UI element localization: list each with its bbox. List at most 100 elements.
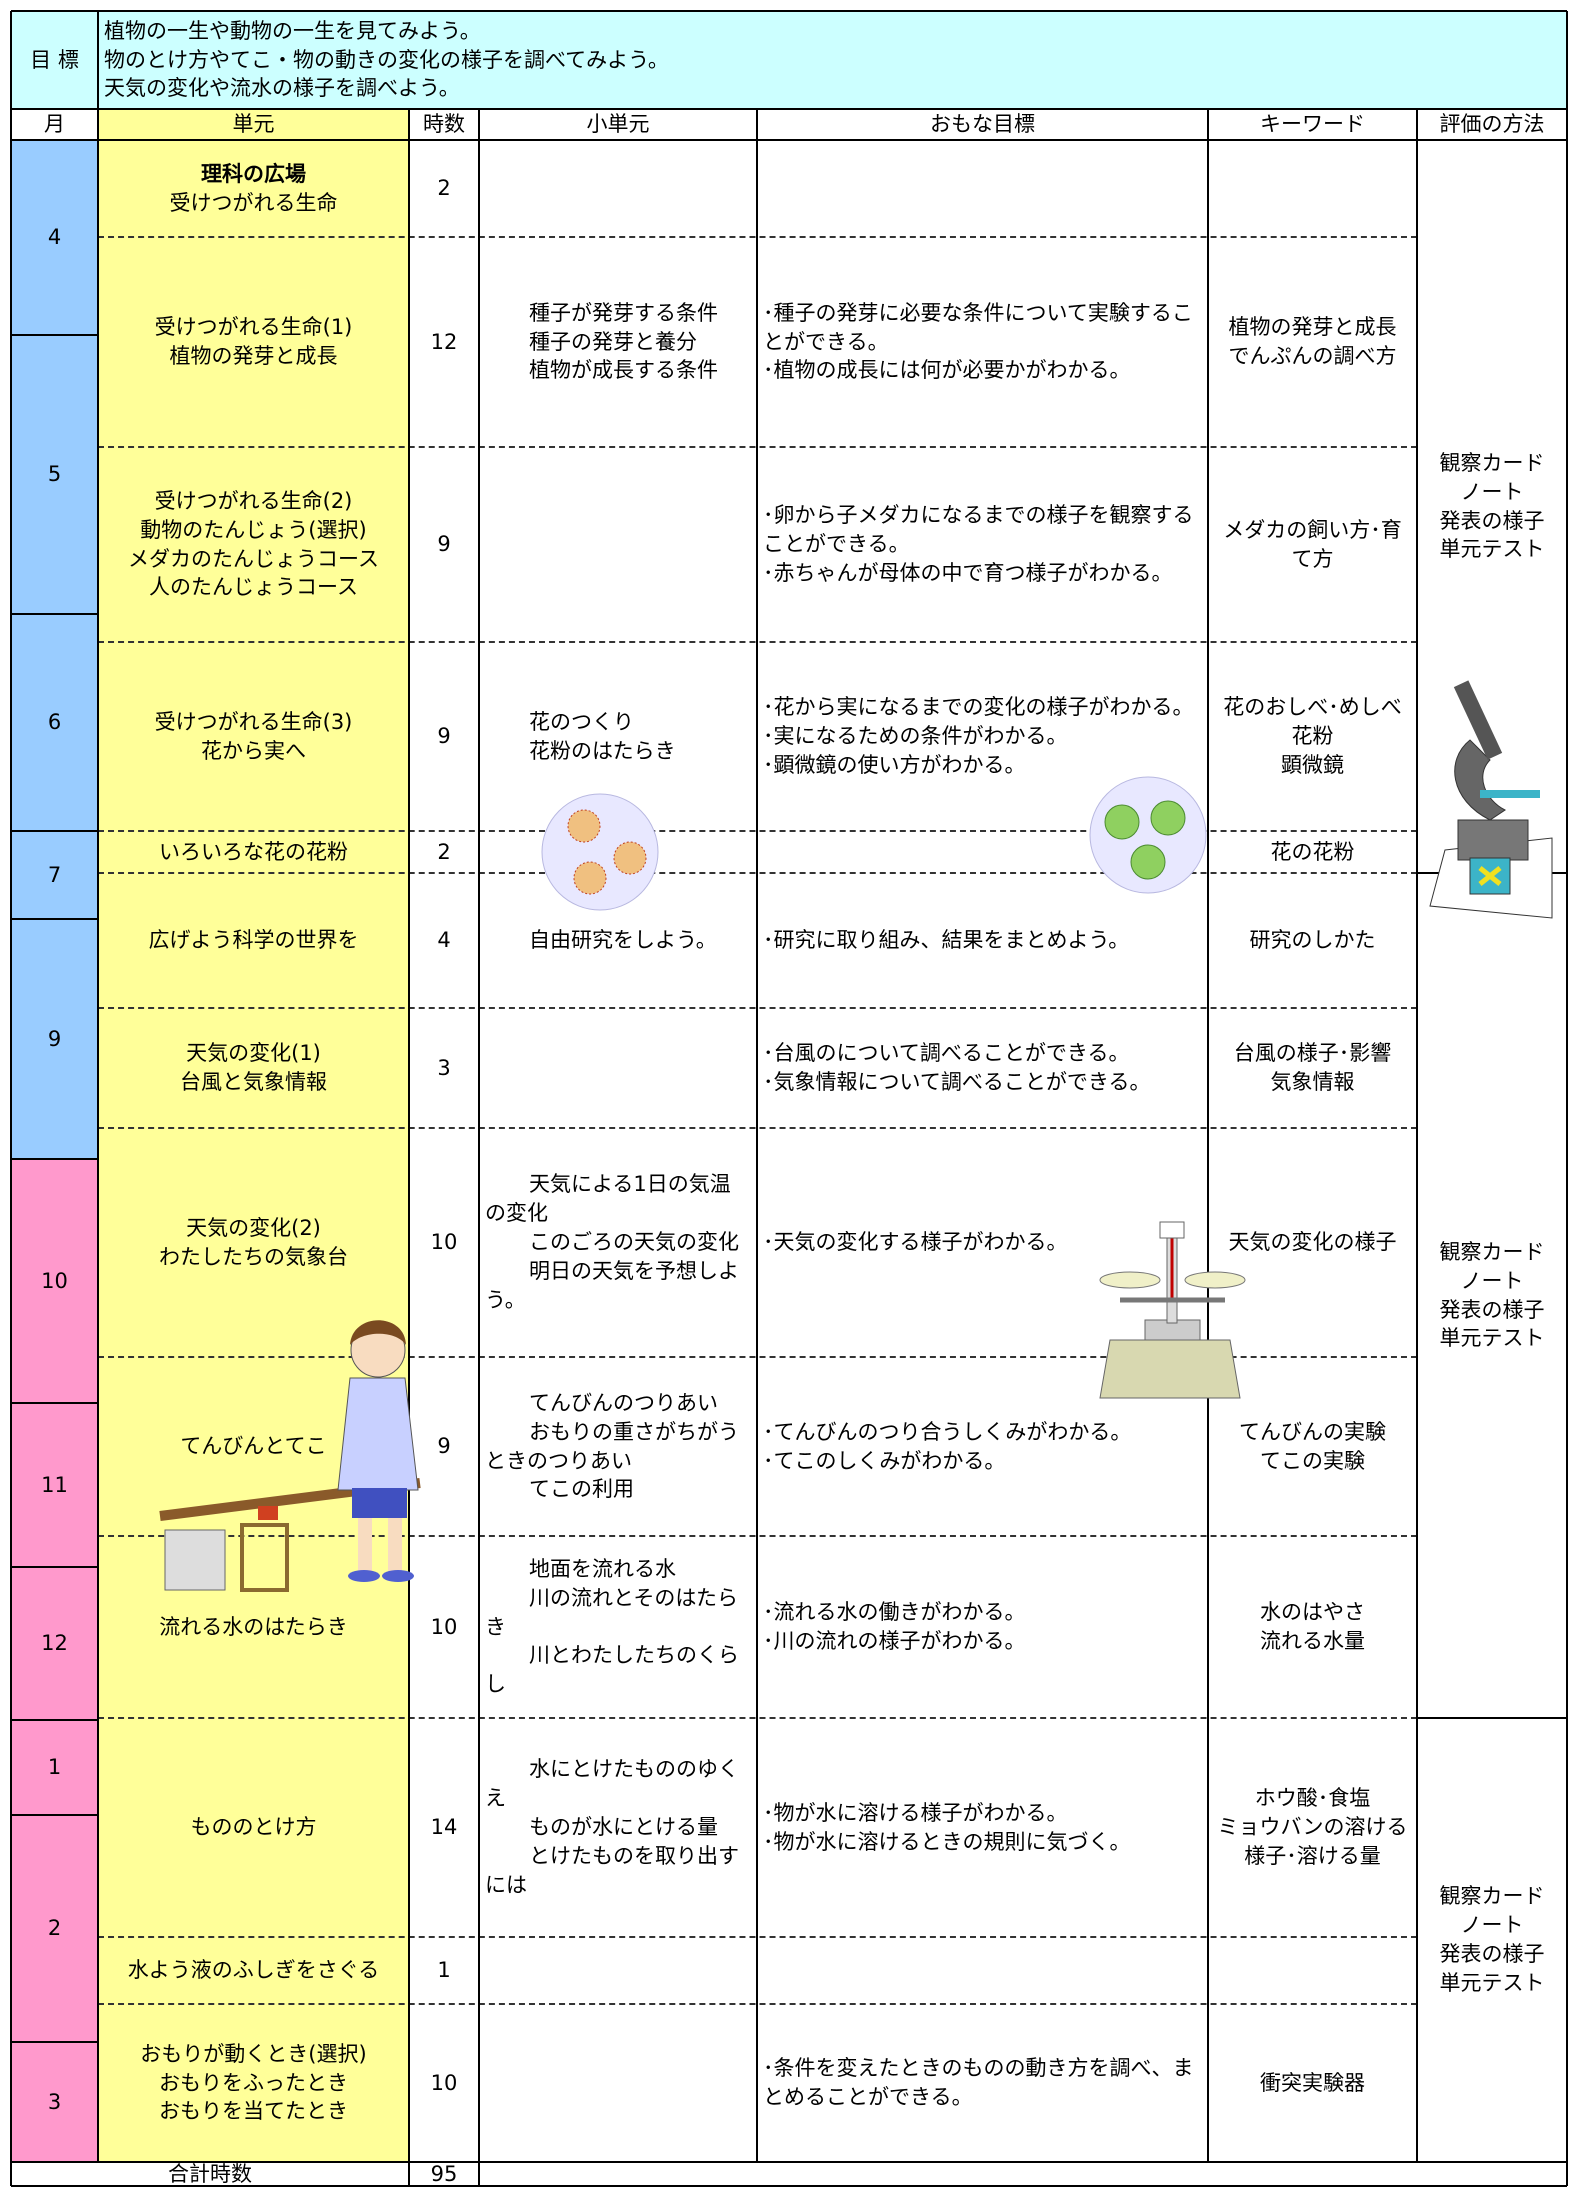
hours: 10 [409,1536,479,1718]
subunits-line: 種子が発芽する条件 [529,300,718,325]
evaluation-line: 観察カード [1439,450,1545,475]
column-header-line: 小単元 [586,112,650,137]
month: 7 [11,831,98,919]
keywords-line: 気象情報 [1270,1070,1355,1094]
keywords: 花の花粉 [1208,831,1417,873]
unit-line: 受けつがれる生命(1) [154,315,353,340]
objectives-line: ･川の流れの様子がわかる。 [763,1629,1026,1653]
month-line: 7 [47,862,62,887]
keywords-line: 花のおしべ･めしべ [1223,695,1402,720]
evaluation-line: 単元テスト [1439,537,1545,562]
evaluation-line: ノート [1460,479,1524,504]
hours-line: 9 [437,532,451,557]
total-hours: 95 [409,2162,479,2186]
objectives: ･流れる水の働きがわかる。 ･川の流れの様子がわかる。 [757,1536,1208,1718]
keywords: 衝突実験器 [1208,2004,1417,2162]
objectives-line: ･花から実になるまでの変化の様子がわかる。 [763,695,1194,720]
unit-line: 人のたんじょうコース [149,575,358,600]
unit: てんびんとてこ [98,1357,409,1536]
unit-line: いろいろな花の花粉 [159,839,348,864]
objectives-line: ･物が水に溶ける様子がわかる。 [763,1800,1068,1825]
subunits-line: 花粉のはたらき [529,738,676,763]
cell-background [11,831,98,919]
unit: 理科の広場 受けつがれる生命 [98,140,409,237]
cell-background [11,919,98,1159]
subunits: 種子が発芽する条件 種子の発芽と養分 植物が成長する条件 [479,237,757,447]
unit-line: 水よう液のふしぎをさぐる [127,1958,380,1983]
hours-line: 9 [437,724,451,749]
rule [11,2161,1567,2163]
keywords-line: てこの実験 [1260,1448,1365,1473]
unit: 広げよう科学の世界を [98,873,409,1008]
rule [11,1158,98,1160]
unit-line: 天気の変化(1) [186,1041,321,1066]
unit-line: もののとけ方 [190,1815,317,1840]
total-label-line: 合計時数 [168,2161,252,2186]
unit-line: 受けつがれる生命 [169,190,338,215]
unit-line: メダカのたんじょうコース [128,546,379,571]
objectives: ･花から実になるまでの変化の様子がわかる。 ･実になるための条件がわかる。 ･顕微鏡… [757,642,1208,831]
column-header-line: 単元 [232,112,275,137]
keywords-line: てんびんの実験 [1239,1419,1386,1444]
keywords: 天気の変化の様子 [1208,1128,1417,1357]
evaluation: 観察カード ノート 発表の様子 単元テスト [1417,1718,1567,2162]
hours: 9 [409,447,479,642]
hours-line: 10 [430,2070,458,2095]
evaluation-line: 発表の様子 [1439,1297,1545,1322]
column-header-line: 月 [44,112,65,137]
objectives-line: ･気象情報について調べることができる。 [763,1070,1151,1094]
unit-line: 受けつがれる生命(2) [154,488,353,513]
column-header: 時数 [409,109,479,140]
unit-line: 動物のたんじょう(選択) [140,517,367,542]
subunits [479,447,757,642]
keywords-line: 水のはやさ [1260,1600,1365,1625]
keywords [1208,140,1417,237]
hours: 1 [409,1937,479,2004]
rule [11,10,1567,12]
unit: もののとけ方 [98,1718,409,1937]
subunits-line: てこの利用 [529,1477,634,1502]
cell-background [11,335,98,614]
month: 12 [11,1567,98,1720]
goals-text-line: 植物の一生や動物の一生を見てみよう。 [104,18,481,43]
subunits-line: 種子の発芽と養分 [529,329,697,354]
keywords: 花のおしべ･めしべ 花粉 顕微鏡 [1208,642,1417,831]
hours: 4 [409,873,479,1008]
rule [756,109,758,2162]
subunits-line: おもりの重さがちがうときのつりあい [485,1419,739,1473]
unit-line: おもりをふったとき [159,2070,348,2095]
cell-background [11,614,98,831]
rule [11,2185,1567,2187]
keywords-line: 天気の変化の様子 [1228,1230,1397,1255]
subunits-line: 植物が成長する条件 [529,358,718,383]
rule [11,613,98,615]
objectives-line: ･植物の成長には何が必要かがわかる。 [763,358,1131,383]
objectives-line: ･てこのしくみがわかる。 [763,1448,1006,1473]
hours-line: 4 [437,928,451,953]
unit-line: おもりを当てたとき [159,2099,348,2124]
goals-text-line: 天気の変化や流水の様子を調べよう。 [104,76,460,101]
keywords-line: でんぷんの調べ方 [1228,344,1397,368]
month: 1 [11,1720,98,1815]
month: 3 [11,2042,98,2162]
hours-line: 10 [430,1230,458,1255]
evaluation-line: 発表の様子 [1439,1942,1545,1966]
keywords: ホウ酸･食塩 ミョウバンの溶ける様子･溶ける量 [1208,1718,1417,1937]
rule [478,109,480,2186]
keywords-line: 植物の発芽と成長 [1228,315,1397,340]
cell-background [11,140,98,335]
objectives: ･てんびんのつり合うしくみがわかる。 ･てこのしくみがわかる。 [757,1357,1208,1536]
evaluation-line: 発表の様子 [1439,508,1545,533]
cell-background [11,1403,98,1567]
subunits-line: ものが水にとける量 [529,1815,718,1840]
subunits: 水にとけたもののゆくえ ものが水にとける量 とけたものを取り出すには [479,1718,757,1937]
column-header-line: 評価の方法 [1439,112,1545,137]
rule [11,139,1567,141]
cell-background [11,2042,98,2162]
hours-line: 10 [430,1614,458,1639]
column-header: 月 [11,109,98,140]
unit-line: 流れる水のはたらき [159,1614,348,1639]
unit: 天気の変化(2) わたしたちの気象台 [98,1128,409,1357]
evaluation-line: ノート [1460,1268,1524,1293]
